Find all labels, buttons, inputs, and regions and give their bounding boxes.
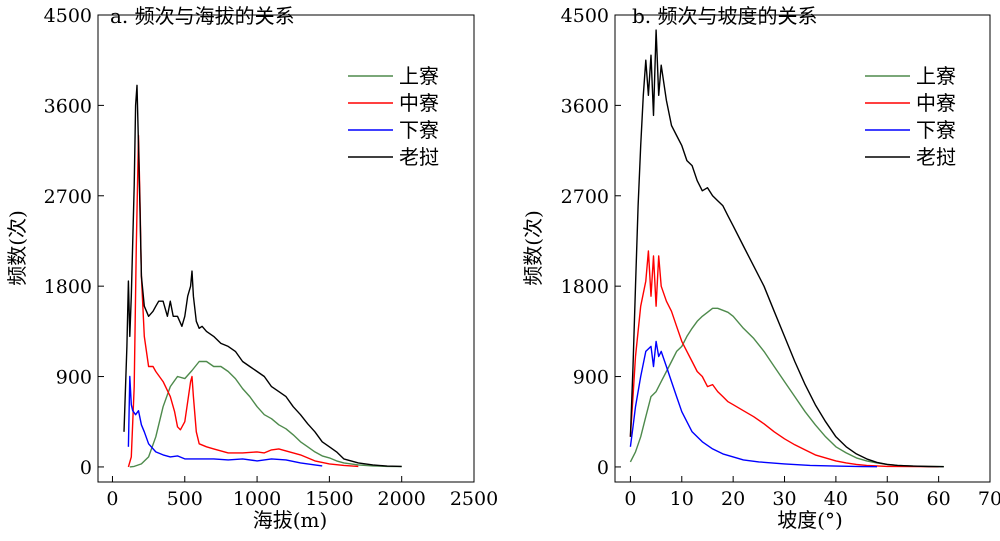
x-axis-title: 坡度(°) [777, 508, 843, 532]
y-tick-label: 0 [80, 457, 92, 479]
series-line [629, 340, 878, 468]
series-line [123, 84, 402, 468]
legend-label: 老挝 [916, 145, 956, 169]
x-tick-label: 1500 [305, 488, 353, 510]
x-tick-label: 70 [978, 488, 1000, 510]
x-tick-label: 2000 [378, 488, 426, 510]
y-tick-label: 4500 [561, 5, 609, 27]
series-line [629, 307, 944, 468]
panel-slope: b. 频次与坡度的关系 坡度(°) 频数(次) 0 10 20 30 40 50 60 70 0… [521, 4, 1000, 532]
y-tick-label: 2700 [44, 186, 92, 208]
x-tick-label: 1000 [233, 488, 281, 510]
x-tick-label: 2500 [450, 488, 498, 510]
x-tick-label: 10 [670, 488, 694, 510]
y-axis-title: 频数(次) [521, 210, 545, 286]
y-tick-label: 1800 [561, 276, 609, 298]
legend-label: 中寮 [916, 91, 956, 115]
y-tick-label: 2700 [561, 186, 609, 208]
chart-title: a. 频次与海拔的关系 [110, 4, 295, 28]
y-tick-label: 4500 [44, 5, 92, 27]
x-tick-label: 60 [927, 488, 951, 510]
series-line [629, 29, 944, 468]
y-axis-title: 频数(次) [5, 210, 29, 286]
y-tick-label: 900 [573, 367, 609, 389]
y-tick-label: 0 [597, 457, 609, 479]
panel-altitude: a. 频次与海拔的关系 海拔(m) 频数(次) 0 500 1000 1500 2000… [5, 4, 498, 532]
legend-label: 下寮 [399, 118, 439, 142]
x-tick-label: 500 [167, 488, 203, 510]
plot-frame [614, 14, 991, 483]
legend-label: 老挝 [399, 145, 439, 169]
x-tick-label: 30 [772, 488, 796, 510]
y-tick-label: 900 [56, 367, 92, 389]
x-tick-label: 20 [721, 488, 745, 510]
legend-label: 中寮 [399, 91, 439, 115]
legend-label: 上寮 [916, 64, 956, 88]
x-axis-title: 海拔(m) [253, 508, 328, 532]
legend-label: 下寮 [916, 118, 956, 142]
legend-label: 上寮 [399, 64, 439, 88]
y-tick-label: 3600 [561, 95, 609, 117]
x-tick-label: 50 [875, 488, 899, 510]
series-line [629, 250, 939, 468]
chart-title: b. 频次与坡度的关系 [632, 4, 818, 28]
y-tick-label: 1800 [44, 276, 92, 298]
x-tick-label: 40 [824, 488, 848, 510]
series-line [129, 360, 402, 468]
x-tick-label: 0 [106, 488, 118, 510]
plot-frame [97, 14, 475, 483]
x-tick-label: 0 [624, 488, 636, 510]
series-line [127, 375, 323, 467]
y-tick-label: 3600 [44, 95, 92, 117]
